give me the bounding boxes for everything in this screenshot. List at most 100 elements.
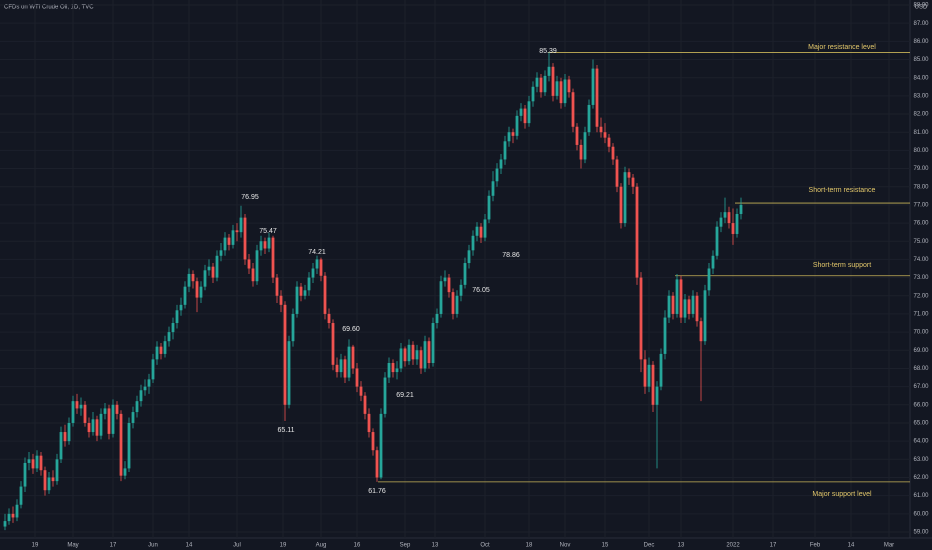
y-tick-label: 75.00 (913, 239, 929, 245)
candle-body (675, 279, 679, 314)
candle-body (727, 212, 731, 224)
candle-body (135, 401, 139, 413)
candle-body (335, 364, 339, 373)
candle-body (403, 348, 407, 362)
candle-body (191, 273, 195, 282)
candle-body (207, 266, 211, 271)
y-tick-label: 64.00 (913, 439, 929, 445)
candle-body (167, 332, 171, 342)
y-tick-label: 83.00 (913, 93, 929, 99)
candle-body (215, 255, 219, 278)
x-tick-label: 17 (770, 543, 777, 549)
candle-body (259, 241, 263, 251)
price-annotation: 69.60 (342, 326, 360, 333)
candle-body (299, 286, 303, 296)
candle-body (547, 66, 551, 76)
candle-body (183, 286, 187, 305)
candle-body (431, 323, 435, 363)
candle-body (11, 513, 15, 518)
price-annotation: 75.47 (259, 228, 277, 235)
candle-body (315, 259, 319, 269)
candle-body (263, 241, 267, 249)
candle-body (739, 204, 743, 214)
price-annotation: 78.86 (502, 252, 520, 259)
candle-body (611, 146, 615, 160)
candle-body (667, 295, 671, 318)
candle-body (351, 346, 355, 369)
candle-body (575, 126, 579, 145)
candle-body (139, 390, 143, 402)
y-tick-label: 62.00 (913, 475, 929, 481)
y-tick-label: 72.00 (913, 293, 929, 299)
candle-body (483, 219, 487, 238)
y-tick-label: 74.00 (913, 257, 929, 263)
candle-body (479, 226, 483, 238)
candle-body (187, 273, 191, 287)
candle-body (407, 344, 411, 362)
candle-body (383, 377, 387, 414)
candle-body (151, 359, 155, 380)
candle-body (319, 259, 323, 276)
x-tick-label: 13 (678, 543, 685, 549)
candle-body (159, 346, 163, 354)
price-annotation: 85.39 (539, 48, 557, 55)
level-label: Short-term support (813, 262, 871, 269)
candle-body (163, 341, 167, 354)
candle-body (179, 304, 183, 311)
candle-body (651, 364, 655, 405)
y-tick-label: 77.00 (913, 202, 929, 208)
candle-body (119, 413, 123, 476)
candle-body (427, 341, 431, 363)
candle-body (367, 413, 371, 433)
candle-body (595, 68, 599, 127)
y-tick-label: 85.00 (913, 57, 929, 63)
level-label: Short-term resistance (809, 187, 876, 194)
candle-body (3, 521, 7, 527)
candle-body (23, 462, 27, 487)
candle-body (419, 350, 423, 369)
candle-body (43, 470, 47, 491)
candle-body (571, 92, 575, 127)
candle-body (303, 290, 307, 296)
candle-body (99, 413, 103, 436)
candle-body (551, 66, 555, 96)
candle-body (455, 295, 459, 314)
candle-body (391, 362, 395, 373)
price-annotation: 61.76 (368, 488, 386, 495)
candle-body (635, 186, 639, 278)
candle-body (623, 172, 627, 224)
x-tick-label: Dec (644, 543, 655, 549)
price-annotation: 76.95 (241, 194, 259, 201)
y-tick-label: 86.00 (913, 39, 929, 45)
candle-body (423, 341, 427, 369)
price-annotation: 69.21 (396, 392, 414, 399)
candle-body (127, 422, 131, 469)
y-axis-label: USD (915, 5, 928, 11)
candle-body (47, 477, 51, 491)
x-tick-label: 18 (526, 543, 533, 549)
candle-body (175, 310, 179, 324)
candle-body (535, 77, 539, 87)
y-tick-label: 87.00 (913, 21, 929, 27)
candle-body (347, 346, 351, 378)
candle-body (647, 364, 651, 387)
x-tick-label: 16 (354, 543, 361, 549)
candle-body (735, 213, 739, 234)
candle-body (255, 250, 259, 282)
candle-body (559, 81, 563, 104)
candle-body (603, 132, 607, 138)
candle-body (523, 108, 527, 124)
candle-body (199, 286, 203, 298)
candle-body (583, 132, 587, 160)
y-tick-label: 60.00 (913, 511, 929, 517)
y-tick-label: 65.00 (913, 421, 929, 427)
candle-body (63, 432, 67, 442)
candle-body (711, 255, 715, 269)
candle-body (627, 172, 631, 178)
candle-body (599, 126, 603, 133)
y-tick-label: 84.00 (913, 75, 929, 81)
y-tick-label: 82.00 (913, 112, 929, 118)
candle-body (343, 359, 347, 378)
candle-body (591, 68, 595, 105)
